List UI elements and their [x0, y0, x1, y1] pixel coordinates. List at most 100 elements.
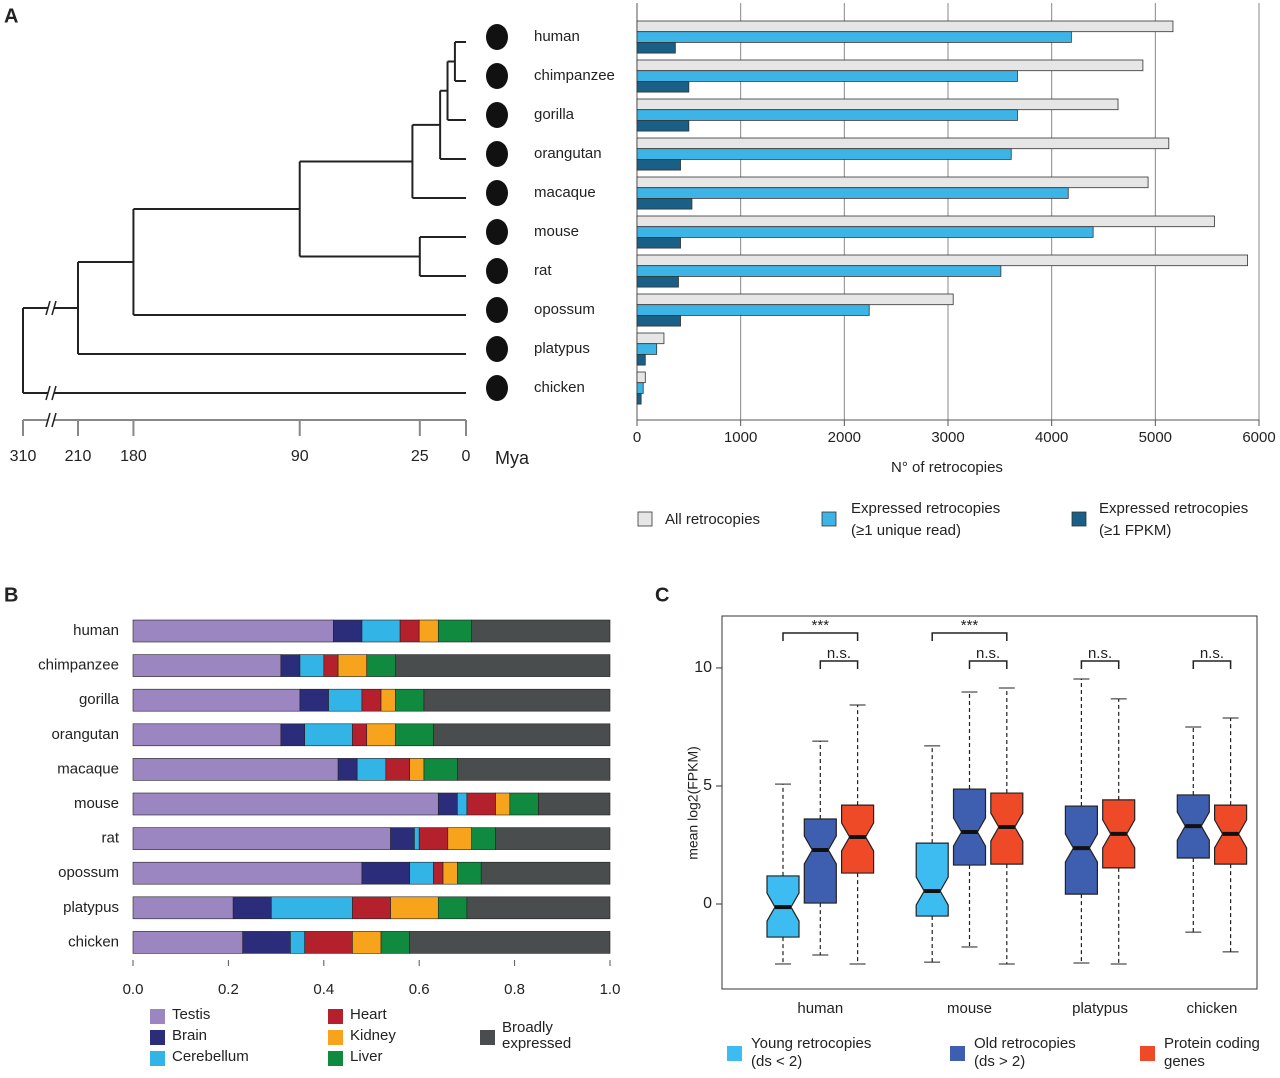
species-label: mouse: [534, 223, 579, 240]
legend-label: Protein coding genes: [1164, 1035, 1260, 1070]
y-tick-label: macaque: [57, 760, 119, 777]
panel-label: A: [4, 5, 18, 27]
tree-tick-label: 25: [411, 448, 429, 465]
box: [952, 788, 987, 866]
x-tick-label: 0: [633, 429, 641, 446]
bar-segment: [457, 792, 468, 816]
bar-segment: [495, 792, 511, 816]
bar-segment: [466, 792, 496, 816]
tree-tick-label: 310: [10, 448, 37, 465]
bar: [636, 70, 1018, 82]
y-tick-label: chimpanzee: [38, 657, 119, 674]
species-icon: [486, 375, 508, 401]
bar-segment: [495, 827, 611, 850]
bar-segment: [390, 896, 439, 920]
break-mark: [51, 385, 57, 401]
bar-segment: [132, 827, 391, 850]
bar-segment: [447, 827, 472, 850]
species-label: platypus: [534, 340, 590, 357]
bar: [636, 254, 1248, 267]
legend-label: Testis: [172, 1006, 211, 1023]
legend-swatch: [950, 1046, 965, 1061]
bar-segment: [471, 619, 611, 643]
bar: [636, 371, 646, 384]
tree-tick-label: 180: [120, 448, 147, 465]
bar-segment: [366, 654, 396, 677]
species-label: chicken: [534, 379, 585, 396]
y-tick-label: orangutan: [51, 726, 119, 743]
bar-segment: [304, 931, 353, 954]
bar: [636, 120, 690, 132]
bracket: [782, 632, 859, 641]
bar: [636, 332, 665, 345]
legend-swatch: [727, 1046, 742, 1061]
break-gap: [48, 300, 54, 315]
y-tick-label: gorilla: [79, 691, 120, 708]
y-axis-label: mean log2(FPKM): [685, 746, 701, 860]
species-icon: [486, 180, 508, 206]
bar-segment: [480, 861, 611, 885]
bracket-label: n.s.: [976, 645, 1000, 662]
bar-segment: [132, 861, 363, 885]
legend-swatch: [480, 1030, 495, 1045]
legend-swatch: [637, 511, 653, 527]
species-icon: [486, 336, 508, 362]
y-tick-label: platypus: [63, 899, 119, 916]
bar-segment: [337, 758, 358, 781]
bar: [636, 293, 954, 306]
bar-segment: [280, 654, 301, 677]
legend-swatch: [821, 511, 837, 527]
bar-segment: [423, 758, 458, 781]
bar: [636, 215, 1215, 228]
box: [915, 842, 949, 917]
species-icon: [486, 141, 508, 167]
species-label: opossum: [534, 301, 595, 318]
bar-segment: [399, 619, 420, 643]
bar-segment: [437, 619, 472, 643]
bar-segment: [132, 688, 301, 712]
panel-label: C: [655, 584, 669, 606]
box: [1064, 805, 1099, 895]
bar-segment: [466, 896, 611, 920]
bar-segment: [337, 654, 368, 677]
break-gap: [48, 413, 54, 427]
bar-segment: [471, 827, 496, 850]
species-label: human: [534, 28, 580, 45]
bar-segment: [361, 619, 401, 643]
x-axis-label: N° of retrocopies: [891, 459, 1003, 476]
bar: [636, 314, 681, 327]
bar: [636, 275, 679, 288]
bar-segment: [409, 931, 611, 954]
bar-segment: [132, 619, 334, 643]
x-tick-label: human: [797, 1000, 843, 1017]
bar-segment: [385, 758, 410, 781]
bar-segment: [352, 931, 382, 954]
bar-segment: [409, 758, 425, 781]
bar-segment: [395, 688, 425, 712]
legend-swatch: [328, 1009, 343, 1024]
bar-segment: [538, 792, 611, 816]
bar: [636, 98, 1119, 111]
break-mark: [51, 300, 57, 316]
bar: [636, 81, 690, 93]
x-tick-label: 5000: [1139, 429, 1172, 446]
tree-tick-label: 0: [462, 448, 471, 465]
x-tick-label: 2000: [828, 429, 861, 446]
plot-frame: [721, 615, 1258, 990]
species-icon: [486, 258, 508, 284]
x-tick-label: mouse: [947, 1000, 992, 1017]
tree-tick-label: 90: [291, 448, 309, 465]
bar-segment: [380, 688, 396, 712]
bar-segment: [328, 688, 363, 712]
tree-axis-label: Mya: [495, 448, 530, 468]
x-tick-label: 4000: [1035, 429, 1068, 446]
bracket: [968, 660, 1008, 669]
x-tick-label: 6000: [1242, 429, 1275, 446]
y-tick-label: 10: [694, 659, 712, 676]
bar-segment: [132, 758, 339, 781]
bar-segment: [132, 931, 244, 954]
bar: [636, 20, 1174, 33]
bar-segment: [299, 688, 329, 712]
bar-segment: [380, 931, 410, 954]
bracket-label: n.s.: [1088, 645, 1112, 662]
